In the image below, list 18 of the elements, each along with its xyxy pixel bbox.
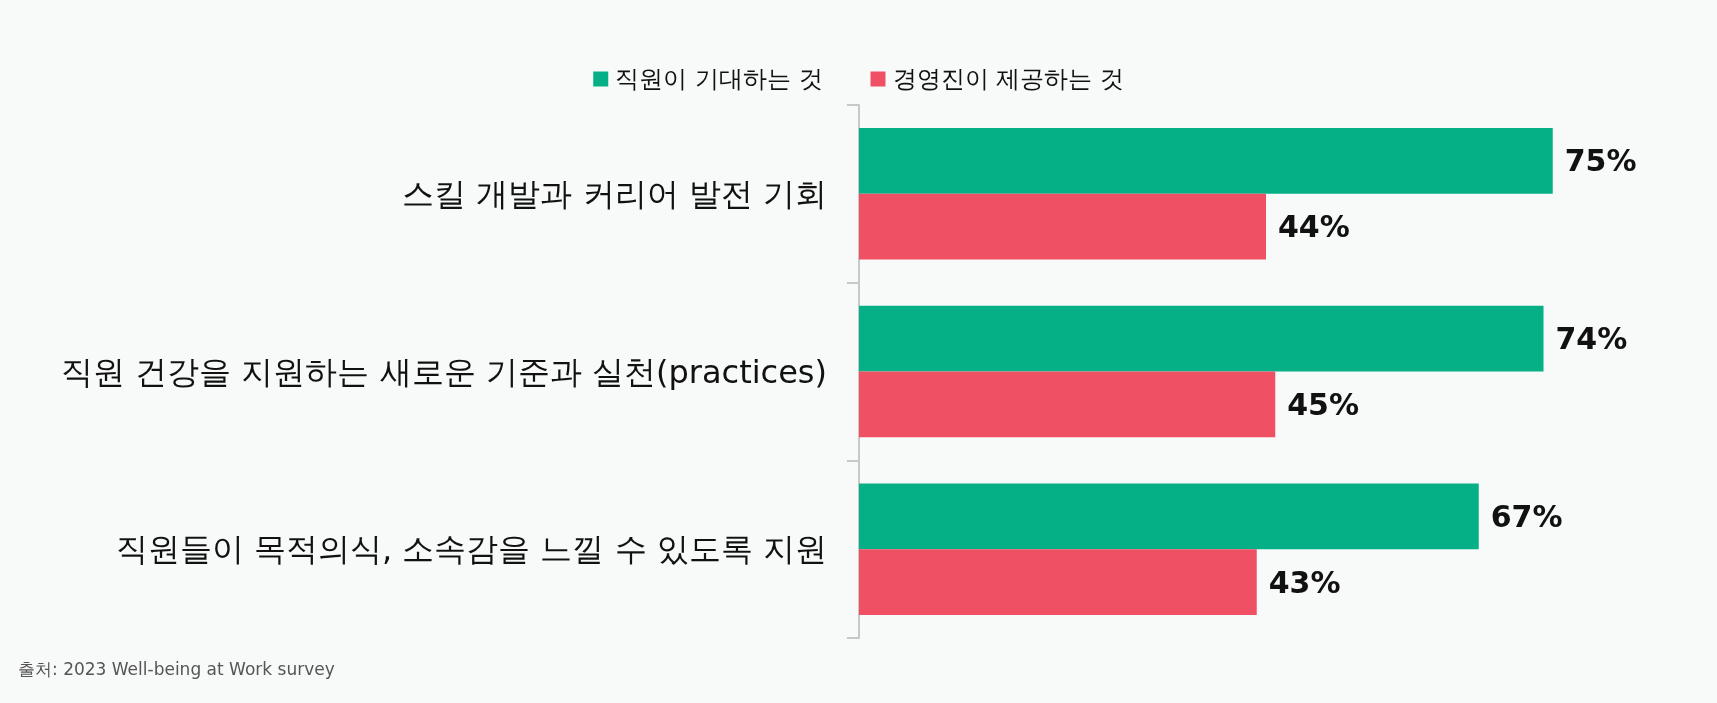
legend-label: 경영진이 제공하는 것 (892, 65, 1124, 93)
bar (859, 483, 1479, 550)
y-tick-label: 직원 건강을 지원하는 새로운 기준과 실천(practices) (61, 352, 827, 391)
bar (859, 305, 1544, 372)
y-tick-label: 스킬 개발과 커리어 발전 기회 (402, 174, 827, 213)
data-label: 43% (1268, 564, 1341, 600)
bar (859, 128, 1553, 194)
data-label: 75% (1564, 143, 1637, 179)
bar (859, 371, 1276, 438)
y-tick-label: 직원들이 목적의식, 소속감을 느낄 수 있도록 지원 (115, 530, 827, 569)
data-label: 74% (1555, 321, 1628, 357)
data-label: 67% (1490, 498, 1563, 534)
data-label: 44% (1278, 209, 1350, 245)
data-label: 45% (1287, 386, 1360, 422)
bar (859, 193, 1266, 260)
bar (859, 549, 1257, 615)
legend-label: 직원이 기대하는 것 (615, 65, 823, 93)
source-note: 출처: 2023 Well-being at Work survey (18, 658, 335, 679)
